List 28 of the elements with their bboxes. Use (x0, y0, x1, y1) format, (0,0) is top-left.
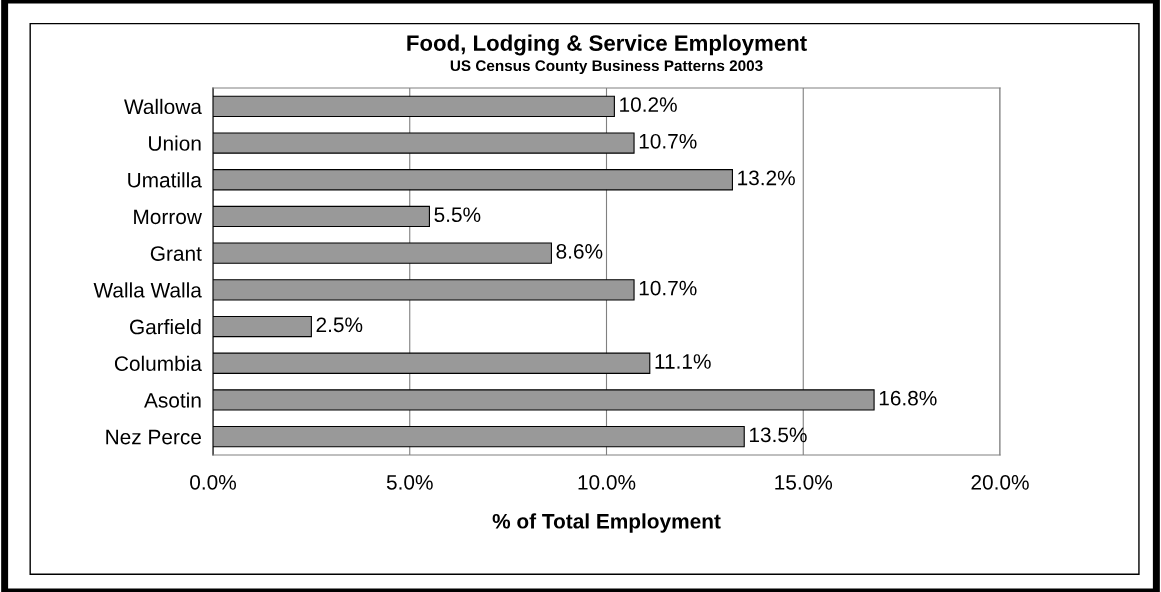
data-label: 10.7% (639, 133, 697, 149)
chart-subtitle: US Census County Business Patterns 2003 (450, 59, 763, 75)
y-tick-label: Wallowa (124, 98, 202, 115)
y-tick-label: Asotin (144, 392, 201, 408)
data-label: 10.7% (639, 280, 697, 296)
x-tick-label: 20.0% (971, 474, 1029, 490)
data-label: 13.5% (749, 427, 807, 443)
y-tick-label: Morrow (134, 209, 202, 225)
x-tick-label: 5.0% (386, 474, 433, 490)
x-tick-label: 0.0% (190, 474, 236, 490)
y-tick-label: Nez Perce (106, 429, 201, 445)
x-tick-label: 10.0% (578, 474, 636, 490)
data-label: 5.5% (434, 207, 481, 223)
y-tick-label: Umatilla (128, 172, 202, 188)
y-tick-label: Grant (150, 246, 202, 261)
y-tick-label: Columbia (114, 355, 202, 371)
data-label: 8.6% (556, 243, 603, 259)
data-label: 16.8% (879, 390, 937, 406)
y-tick-label: Walla Walla (93, 282, 202, 298)
y-tick-label: Union (149, 135, 201, 151)
data-label: 2.5% (316, 317, 363, 333)
data-label: 10.2% (620, 97, 677, 112)
x-axis-title: % of Total Employment (492, 513, 721, 533)
chart-title: Food, Lodging & Service Employment (407, 34, 807, 56)
data-label: 13.2% (738, 170, 795, 186)
y-tick-label: Garfield (129, 319, 201, 335)
x-tick-label: 15.0% (775, 474, 833, 490)
data-label: 11.1% (655, 354, 711, 369)
